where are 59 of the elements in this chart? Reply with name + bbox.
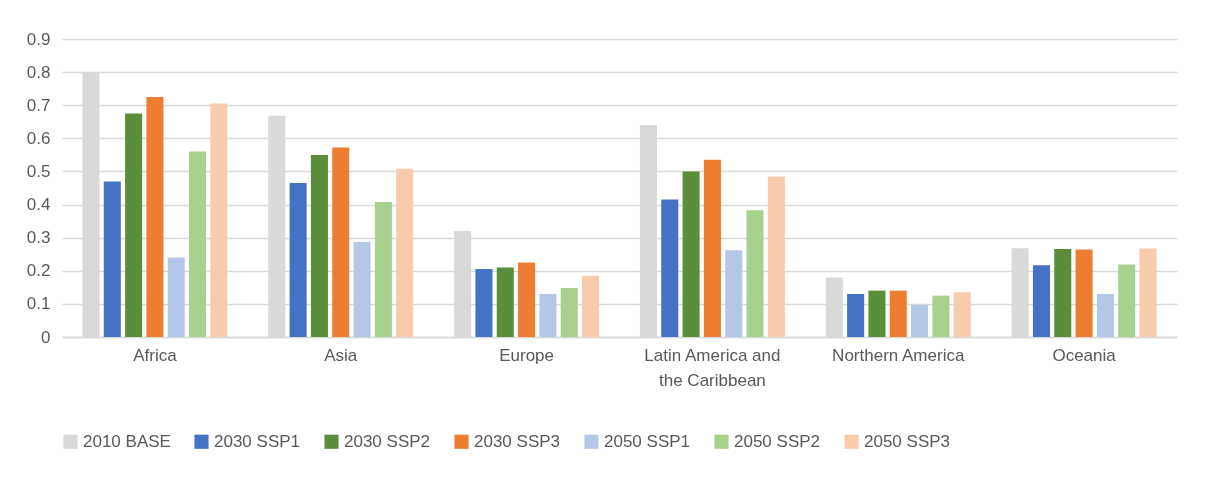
bar [475,269,493,337]
bar [1139,248,1157,337]
y-tick-label: 0.4 [26,195,51,215]
x-tick-label: Latin America and the Caribbean [644,345,781,390]
bar [582,275,600,337]
bar [125,113,143,337]
bar [1054,248,1072,337]
bar [1032,265,1050,337]
bar [1096,293,1114,337]
bar [353,241,371,337]
bar [847,293,865,337]
x-tick-label: Northern America [832,345,965,365]
bar [103,181,121,337]
y-tick-label: 0.3 [26,228,51,248]
legend-label: 2010 BASE [83,431,171,451]
bar [889,290,907,337]
y-tick-label: 0 [41,327,51,347]
bar [332,147,350,337]
legend-label: 2050 SSP3 [864,431,951,451]
y-tick-label: 0.2 [26,261,51,281]
bar [703,159,721,337]
bar [539,293,557,337]
bar [210,103,228,337]
bar [396,168,414,337]
bar [725,250,743,337]
bar [310,154,328,337]
bar [496,267,514,337]
bar [661,199,679,337]
x-tick-label: Asia [324,345,358,365]
bar [1075,249,1093,337]
bar [746,210,764,337]
y-tick-label: 0.9 [26,29,51,49]
y-tick-label: 0.1 [26,294,51,314]
bar [911,304,929,337]
bar [682,171,700,337]
legend-label: 2050 SSP2 [734,431,821,451]
x-tick-label: Africa [133,345,178,365]
x-tick-label: Oceania [1052,345,1117,365]
bar [146,96,164,337]
bar [167,257,185,337]
bar [189,151,207,337]
bar [289,183,307,337]
x-tick-label: Europe [499,345,554,365]
legend-label: 2030 SSP1 [214,431,301,451]
bar [560,288,578,337]
bar [1118,264,1136,337]
y-tick-label: 0.5 [26,161,51,181]
y-tick-label: 0.7 [26,95,51,115]
bar [374,201,392,337]
bar [767,176,785,337]
y-tick-label: 0.8 [26,62,51,82]
bar [953,292,971,337]
legend-label: 2030 SSP2 [344,431,431,451]
legend-label: 2050 SSP1 [604,431,691,451]
y-tick-label: 0.6 [26,128,51,148]
bar [518,262,536,337]
bar [868,290,886,337]
bar [932,295,950,337]
legend-label: 2030 SSP3 [474,431,561,451]
